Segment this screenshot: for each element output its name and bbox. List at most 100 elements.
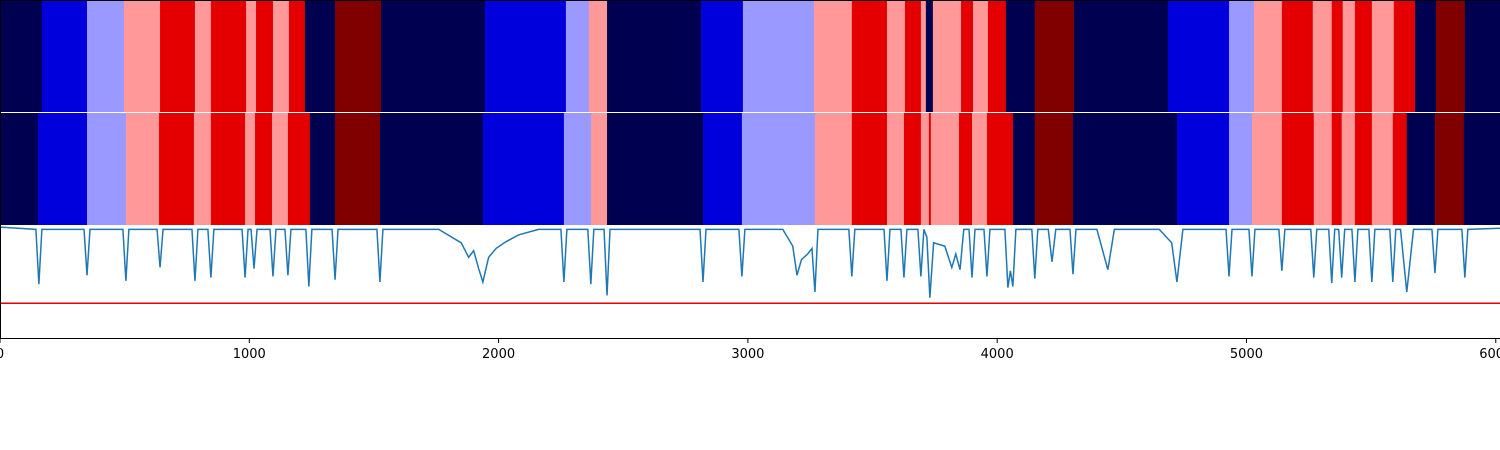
segment xyxy=(41,0,88,112)
segment xyxy=(1354,113,1373,225)
segment xyxy=(1406,113,1436,225)
segment xyxy=(1371,0,1395,112)
segment xyxy=(701,0,744,112)
segment xyxy=(37,113,88,225)
segment xyxy=(1281,113,1315,225)
segment xyxy=(930,113,960,225)
segment xyxy=(1331,113,1343,225)
segment xyxy=(1251,113,1283,225)
segment xyxy=(123,0,161,112)
segment xyxy=(335,0,382,112)
segment xyxy=(563,113,592,225)
x-tick-label: 4000 xyxy=(981,347,1014,362)
segment xyxy=(1463,113,1500,225)
segment xyxy=(246,0,257,112)
segment xyxy=(1229,0,1255,112)
segment xyxy=(1229,113,1253,225)
segment xyxy=(255,113,273,225)
x-tick-label: 2000 xyxy=(482,347,515,362)
x-tick-label: 0 xyxy=(0,347,4,362)
segment xyxy=(335,113,381,225)
segment xyxy=(194,0,212,112)
segment xyxy=(1393,0,1416,112)
segment xyxy=(886,0,906,112)
segment xyxy=(987,0,1007,112)
segment xyxy=(703,113,743,225)
segment xyxy=(0,113,39,225)
segment xyxy=(272,0,290,112)
x-tick-label: 6000 xyxy=(1479,347,1500,362)
signal-line xyxy=(0,226,1500,298)
segment xyxy=(1414,0,1437,112)
segment xyxy=(1073,0,1169,112)
segment xyxy=(1371,113,1394,225)
segment xyxy=(851,0,888,112)
segment xyxy=(961,0,974,112)
segment xyxy=(288,0,306,112)
segment xyxy=(972,0,989,112)
segment xyxy=(160,0,196,112)
segment xyxy=(903,113,922,225)
segment xyxy=(1313,113,1333,225)
segment xyxy=(1434,113,1465,225)
segment xyxy=(1354,0,1373,112)
segment xyxy=(886,113,905,225)
segment xyxy=(814,113,853,225)
segment xyxy=(210,113,246,225)
segment xyxy=(1176,113,1230,225)
segment xyxy=(1312,0,1333,112)
segment xyxy=(1005,0,1036,112)
segment xyxy=(986,113,1014,225)
segment xyxy=(904,0,922,112)
segment xyxy=(1341,113,1356,225)
segment xyxy=(1167,0,1230,112)
segment xyxy=(813,0,853,112)
segment xyxy=(193,113,212,225)
segment xyxy=(1331,0,1344,112)
segment xyxy=(287,113,311,225)
segment xyxy=(607,0,702,112)
segment xyxy=(565,0,590,112)
x-tick-label: 1000 xyxy=(233,347,266,362)
segment xyxy=(380,0,486,112)
segment xyxy=(928,113,932,225)
segment xyxy=(607,113,704,225)
segment xyxy=(1012,113,1036,225)
segment xyxy=(125,113,160,225)
segment xyxy=(1435,0,1466,112)
segment xyxy=(932,0,962,112)
segment xyxy=(0,0,43,112)
segment xyxy=(1281,0,1314,112)
segment xyxy=(741,113,816,225)
segment xyxy=(1464,0,1500,112)
segment xyxy=(309,113,336,225)
segment xyxy=(851,113,888,225)
segment xyxy=(245,113,256,225)
segment xyxy=(920,113,930,225)
segment xyxy=(925,0,934,112)
segment xyxy=(1072,113,1178,225)
segment xyxy=(971,113,988,225)
segment xyxy=(1253,0,1283,112)
segment xyxy=(159,113,195,225)
segment xyxy=(959,113,973,225)
segment xyxy=(256,0,274,112)
x-tick-label: 5000 xyxy=(1230,347,1263,362)
segment xyxy=(304,0,336,112)
segment xyxy=(1342,0,1356,112)
segment xyxy=(484,0,567,112)
line-panel xyxy=(0,226,1500,338)
segment xyxy=(588,0,608,112)
segment xyxy=(271,113,289,225)
x-tick-label: 3000 xyxy=(731,347,764,362)
segment xyxy=(482,113,565,225)
segment xyxy=(87,113,127,225)
segment xyxy=(1034,0,1075,112)
segment xyxy=(87,0,125,112)
segment xyxy=(920,0,927,112)
segment xyxy=(379,113,484,225)
segment xyxy=(1034,113,1074,225)
segment xyxy=(210,0,247,112)
